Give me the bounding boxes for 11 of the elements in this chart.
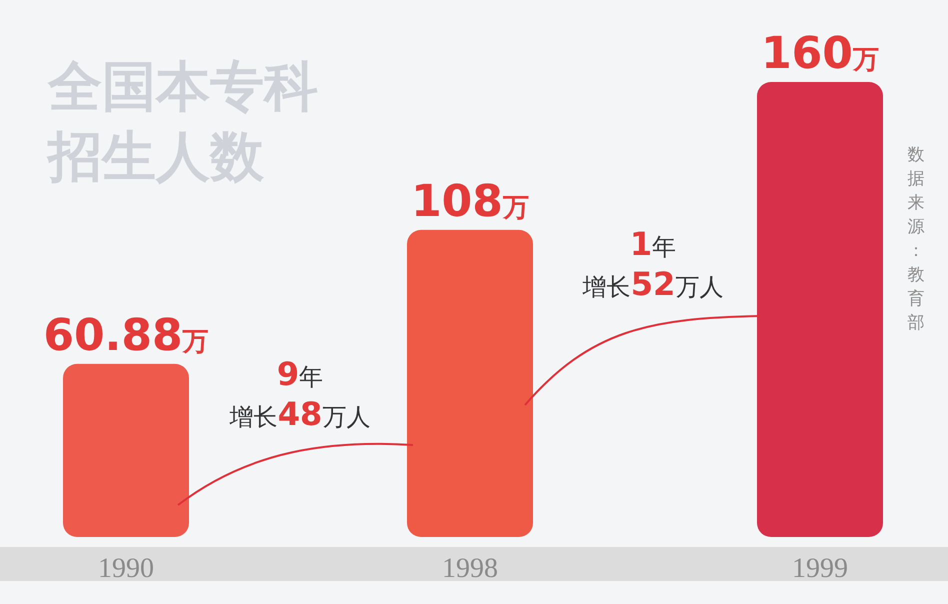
annotation: 1年 [630,225,676,263]
annotation: 数据来源：教育部 [908,145,924,333]
data-label: 108万 [411,176,529,227]
data-label: 160万 [761,28,879,79]
annotation: 增长52万人 [582,265,724,303]
x-tick-label: 1990 [98,553,154,584]
annotation: 9年 [276,355,324,393]
x-tick-label: 1998 [442,553,498,584]
data-label: 60.88万 [43,310,209,361]
x-tick-label: 1999 [792,553,848,584]
annotation: 增长48万人 [228,395,370,433]
